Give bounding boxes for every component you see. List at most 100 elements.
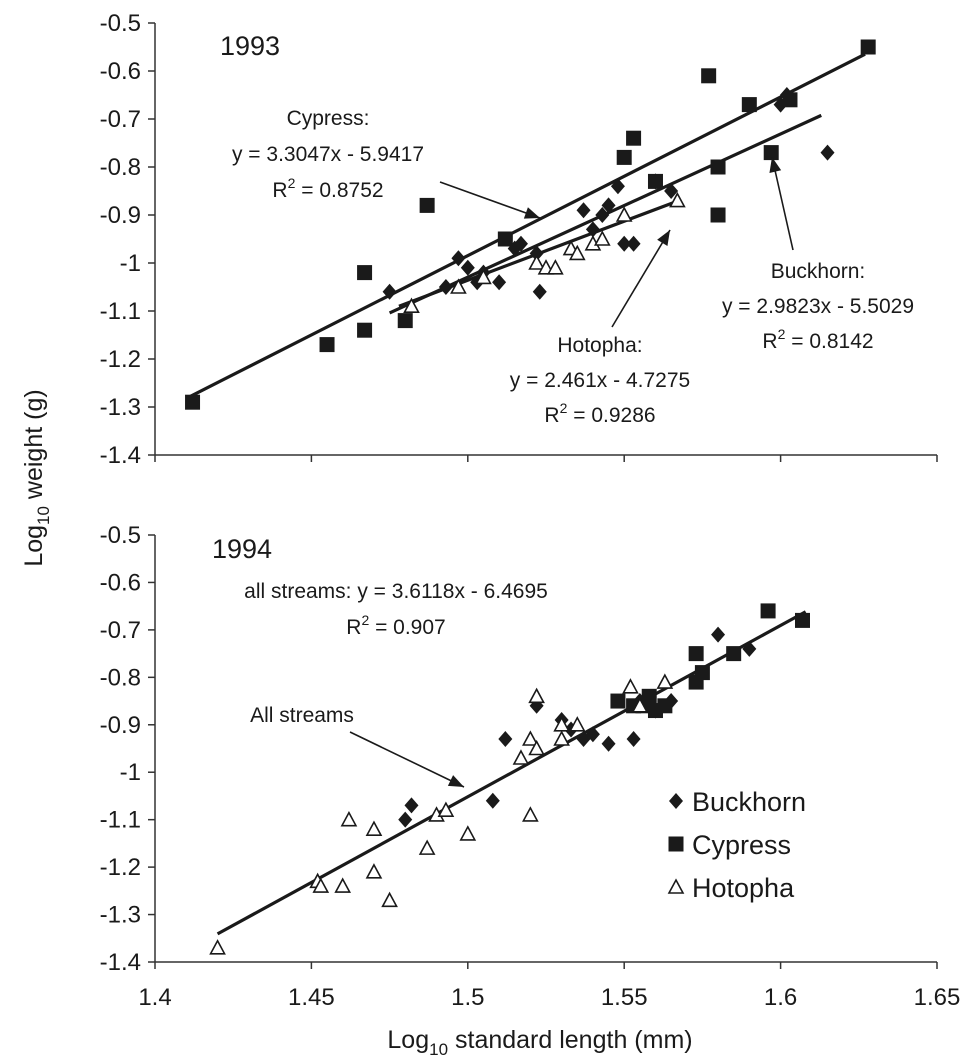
panel-1994-point-hotopha: [459, 825, 477, 841]
arrow-hotopha-shaft: [611, 229, 671, 328]
panel-1994-point-buckhorn: [601, 735, 616, 752]
panel-1993-point-cypress: [647, 173, 663, 189]
panel-1993-point-buckhorn: [601, 197, 616, 214]
arrow-cypress-shaft: [439, 181, 541, 219]
annotation-buckhorn-line: Buckhorn:: [771, 260, 866, 283]
arrow-hotopha-head: [657, 230, 670, 246]
panel-1994-point-hotopha: [418, 839, 436, 855]
arrow-buckhorn-head: [769, 157, 782, 173]
panel-1993-point-buckhorn: [820, 144, 835, 161]
annotation-hotopha: Hotopha: y = 2.461x - 4.7275 R2 = 0.9286: [510, 334, 690, 427]
panel-1994-annotations: all streams: y = 3.6118x - 6.4695 R2 = 0.…: [244, 580, 548, 788]
panel-1994-y-tick-label: -0.9: [100, 712, 141, 739]
panel-1994-point-cypress: [657, 698, 673, 714]
panel-1993-point-buckhorn: [626, 235, 641, 252]
panel-1993-axes: -0.5 -0.6 -0.7 -0.8 -0.9 -1 -1.1 -1.2 -1.3 -1.4: [100, 10, 938, 469]
panel-1993-point-hotopha: [669, 191, 686, 208]
panel-1993-title: 1993: [220, 31, 280, 61]
x-tick-label: 1.5: [451, 984, 484, 1011]
annotation-all-streams: All streams: [250, 704, 354, 727]
panel-1994-point-buckhorn: [398, 811, 413, 828]
annotation-cypress-line: y = 3.3047x - 5.9417: [232, 143, 424, 166]
panel-1993-points: [185, 39, 876, 410]
panel-1994-point-buckhorn: [585, 726, 600, 743]
panel-1994-y-tick-label: -1.1: [100, 807, 141, 834]
arrow-buckhorn: [769, 156, 794, 251]
panel-1994-point-hotopha: [334, 877, 352, 893]
panel-1994-point-buckhorn: [742, 640, 757, 657]
panel-1993-y-tick-label: -0.5: [100, 10, 141, 37]
panel-1993-point-cypress: [710, 207, 726, 223]
panel-1993-point-buckhorn: [382, 283, 397, 300]
panel-1994-point-hotopha: [312, 877, 330, 893]
panel-1994-point-cypress: [694, 665, 710, 681]
panel-1993-point-cypress: [626, 130, 642, 146]
panel-1994-point-cypress: [688, 646, 704, 662]
panel-1994-point-cypress: [794, 612, 810, 628]
panel-1993-y-tick-label: -1: [120, 250, 141, 277]
panel-1993-point-buckhorn: [610, 178, 625, 195]
panel-1993-y-tick-label: -1.4: [100, 442, 141, 469]
panel-1993-point-buckhorn: [617, 235, 632, 252]
panel-1994-y-tick-label: -1.4: [100, 949, 141, 976]
panel-1994-point-hotopha: [340, 810, 358, 827]
panel-1993-point-buckhorn: [664, 183, 679, 199]
panel-1994-point-hotopha: [512, 749, 530, 765]
x-tick-label: 1.55: [601, 984, 648, 1011]
arrow-hotopha: [611, 229, 671, 328]
panel-1994-point-buckhorn: [626, 731, 641, 748]
x-tick-label: 1.65: [914, 984, 961, 1011]
panel-1993-point-cypress: [357, 322, 373, 338]
panel-1994-y-tick-label: -1.3: [100, 902, 141, 929]
panel-1994-point-cypress: [760, 603, 776, 619]
panel-1994-point-buckhorn: [404, 797, 419, 814]
panel-1993-point-buckhorn: [529, 245, 544, 262]
panel-1993-y-tick-label: -0.7: [100, 106, 141, 133]
x-tick-label: 1.6: [764, 984, 797, 1011]
annotation-hotopha-line: Hotopha:: [557, 334, 642, 357]
panel-1993-annotations: Cypress: y = 3.3047x - 5.9417 R2 = 0.8752 B…: [232, 107, 914, 427]
panel-1993-point-cypress: [782, 92, 798, 108]
legend-label: Hotopha: [692, 873, 795, 903]
panel-1993-y-tick-label: -1.1: [100, 298, 141, 325]
legend-label: Buckhorn: [692, 787, 806, 817]
panel-1994-point-hotopha: [568, 716, 586, 732]
panel-1993-point-hotopha: [547, 259, 564, 275]
arrow-buckhorn-shaft: [771, 156, 794, 251]
panel-1994-point-hotopha: [437, 801, 455, 817]
panel-1993-point-buckhorn: [595, 207, 610, 223]
x-axis-title: Log10 standard length (mm): [387, 1026, 692, 1059]
panel-1993-point-buckhorn: [492, 274, 507, 291]
panel-1993: -0.5 -0.6 -0.7 -0.8 -0.9 -1 -1.1 -1.2 -1.3 -1.4 1…: [100, 10, 938, 469]
panel-1993-y-tick-label: -0.9: [100, 202, 141, 229]
panel-1993-point-cypress: [860, 39, 876, 55]
panel-1994-point-hotopha: [656, 673, 674, 689]
panel-1994-point-buckhorn: [498, 731, 513, 748]
panel-1993-y-tick-label: -0.6: [100, 58, 141, 85]
panel-1994-y-tick-label: -0.7: [100, 617, 141, 644]
arrow-all-streams-shaft: [349, 731, 465, 788]
legend-item-buckhorn: Buckhorn: [669, 787, 806, 817]
panel-1993-point-cypress: [763, 145, 779, 161]
panel-1993-y-tick-label: -1.3: [100, 394, 141, 421]
panel-1993-point-buckhorn: [451, 250, 466, 267]
panel-1994-point-hotopha: [528, 687, 545, 704]
panel-1994-point-buckhorn: [485, 792, 500, 809]
panel-1993-point-cypress: [497, 231, 513, 247]
panel-1993-point-hotopha: [475, 268, 492, 285]
panel-1994-point-cypress: [641, 688, 657, 704]
panel-1994-axes: -0.5 -0.6 -0.7 -0.8 -0.9 -1 -1.1 -1.2 -1.3 -1.4 1.…: [100, 522, 961, 1011]
panel-1993-point-cypress: [419, 197, 435, 213]
annotation-hotopha-line: y = 2.461x - 4.7275: [510, 369, 690, 392]
panel-1993-point-cypress: [185, 394, 201, 410]
annotation-all-streams-line: All streams: [250, 704, 354, 727]
legend-marker-hotopha: [667, 878, 685, 894]
annotation-cypress-line: R2 = 0.8752: [272, 175, 383, 202]
legend-label: Cypress: [692, 830, 791, 860]
annotation-hotopha-line: R2 = 0.9286: [544, 400, 655, 427]
panel-1994-y-tick-label: -1.2: [100, 854, 141, 881]
panel-1993-point-buckhorn: [460, 259, 475, 276]
panel-1993-point-cypress: [616, 149, 632, 165]
legend-item-hotopha: Hotopha: [667, 873, 795, 903]
